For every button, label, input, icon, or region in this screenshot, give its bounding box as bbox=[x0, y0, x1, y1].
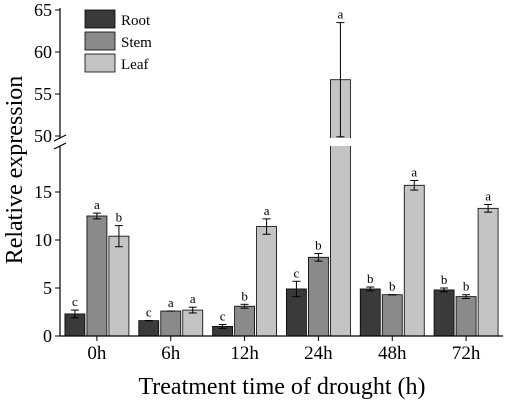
bar-stem-24h bbox=[308, 256, 329, 337]
bar-stem-72h bbox=[455, 296, 477, 337]
significance-label: b bbox=[315, 237, 322, 252]
x-axis-title: Treatment time of drought (h) bbox=[138, 374, 425, 400]
legend-swatch-stem bbox=[84, 31, 116, 51]
significance-label: b bbox=[241, 288, 248, 303]
significance-label: b bbox=[389, 279, 396, 294]
significance-label: c bbox=[72, 294, 78, 309]
significance-label: b bbox=[441, 272, 448, 287]
x-tick-label: 12h bbox=[230, 343, 259, 364]
significance-label: c bbox=[146, 305, 152, 320]
y-tick-label: 65 bbox=[34, 0, 52, 20]
y-tick-label: 60 bbox=[34, 42, 52, 62]
significance-label: b bbox=[463, 279, 470, 294]
x-tick-label: 48h bbox=[378, 343, 407, 364]
axis-break-mark bbox=[53, 142, 67, 150]
axes-layer: 0h 6h 12h 24h 48h 72h 0 5 10 15 50 55 60 65 bbox=[34, 0, 503, 364]
bar-root-72h bbox=[433, 289, 455, 337]
y-tick-label: 10 bbox=[34, 230, 52, 250]
legend: Root Stem Leaf bbox=[84, 9, 152, 73]
bar-stem-48h bbox=[381, 294, 403, 337]
bar-root-6h bbox=[138, 320, 160, 337]
significance-label: b bbox=[116, 210, 123, 225]
significance-label: c bbox=[220, 308, 226, 323]
axis-break-gap bbox=[52, 138, 503, 146]
x-tick-label: 72h bbox=[452, 343, 481, 364]
significance-label: c bbox=[294, 265, 300, 280]
x-tick-label: 6h bbox=[161, 343, 181, 364]
bar-leaf-0h bbox=[108, 235, 130, 337]
axis-break-mark bbox=[53, 134, 67, 142]
bar-root-48h bbox=[359, 288, 381, 337]
significance-label: a bbox=[411, 164, 417, 179]
bar-leaf-48h bbox=[403, 184, 425, 337]
legend-label-stem: Stem bbox=[121, 35, 152, 51]
y-tick-label: 0 bbox=[43, 326, 52, 346]
y-tick-label: 50 bbox=[34, 126, 52, 146]
bar-stem-6h bbox=[160, 310, 182, 337]
bar-leaf-6h bbox=[182, 309, 204, 337]
bar-stem-12h bbox=[234, 305, 255, 337]
x-tick-label: 24h bbox=[304, 343, 333, 364]
y-tick-label: 5 bbox=[43, 278, 52, 298]
significance-label: a bbox=[94, 197, 100, 212]
y-axis-title: Relative expression bbox=[2, 76, 28, 265]
bar-stem-0h bbox=[86, 215, 108, 337]
significance-label: a bbox=[338, 7, 344, 22]
x-tick-label: 0h bbox=[87, 343, 107, 364]
y-tick-label: 55 bbox=[34, 84, 52, 104]
significance-label: a bbox=[485, 188, 491, 203]
legend-swatch-leaf bbox=[84, 53, 116, 73]
significance-label: a bbox=[190, 291, 196, 306]
bar-leaf-72h bbox=[477, 207, 499, 337]
legend-label-root: Root bbox=[121, 13, 151, 29]
significance-label: b bbox=[367, 271, 374, 286]
y-tick-label: 15 bbox=[34, 182, 52, 202]
legend-swatch-root bbox=[84, 9, 116, 29]
significance-label: a bbox=[264, 203, 270, 218]
legend-label-leaf: Leaf bbox=[121, 57, 148, 73]
significance-label: a bbox=[168, 295, 174, 310]
bar-leaf-12h bbox=[256, 226, 277, 337]
